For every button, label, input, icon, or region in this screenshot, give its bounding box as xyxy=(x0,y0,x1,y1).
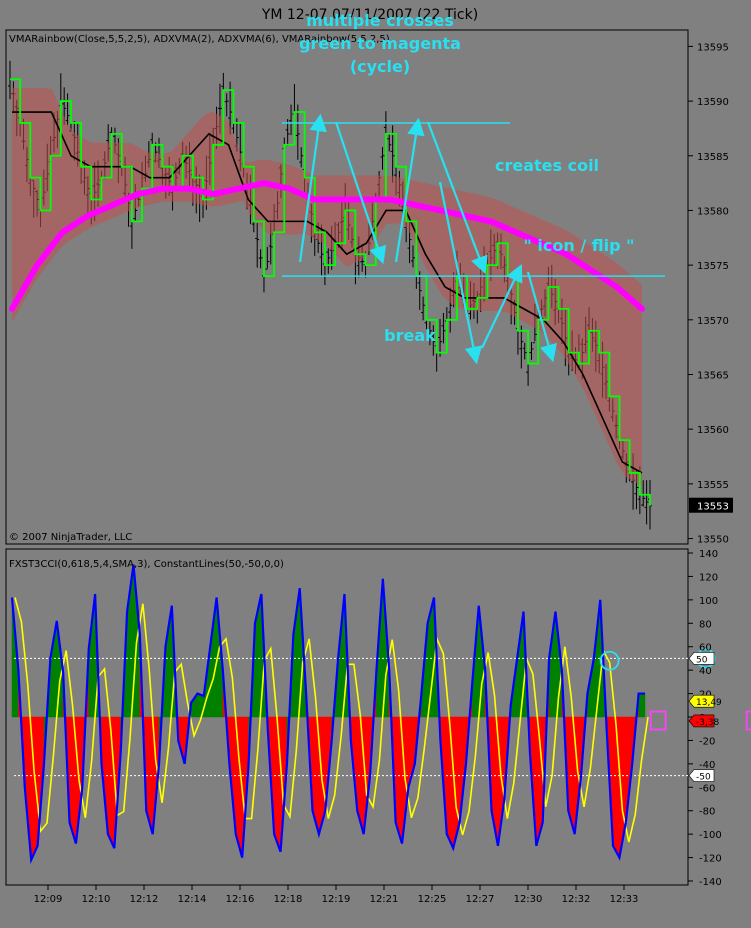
price-axis-label: 13570 xyxy=(697,316,729,327)
annotation-text: break xyxy=(384,326,436,345)
adxvma-green-line xyxy=(10,78,651,506)
osc-axis-label: 40 xyxy=(699,666,712,677)
annotation-arrow xyxy=(394,117,425,263)
price-axis-label: 13580 xyxy=(697,206,729,217)
price-axis-label: 13565 xyxy=(697,370,729,381)
osc-axis-label: 60 xyxy=(699,643,712,654)
osc-value-label: 50 xyxy=(696,655,708,665)
annotation-text: creates coil xyxy=(495,156,599,175)
osc-axis-label: -40 xyxy=(699,760,715,771)
annotation-text: green to magenta xyxy=(299,34,461,53)
price-axis-label: 13585 xyxy=(697,152,729,163)
time-axis-label: 12:10 xyxy=(82,894,111,905)
price-axis-label: 13590 xyxy=(697,97,729,108)
annotation-arrow xyxy=(298,113,327,263)
time-axis-label: 12:27 xyxy=(466,894,495,905)
time-axis-label: 12:14 xyxy=(178,894,207,905)
osc-axis-label: -100 xyxy=(699,830,722,841)
vma-magenta-line xyxy=(9,180,645,312)
price-axis-label: 13555 xyxy=(697,480,729,491)
price-axis-label: 13560 xyxy=(697,425,729,436)
osc-axis-label: -60 xyxy=(699,783,715,794)
time-axis-label: 12:19 xyxy=(322,894,351,905)
price-panel: 13595 13590 13585 13580 13575 13570 13565 13560… xyxy=(5,11,733,546)
chart-title: YM 12-07 07/11/2007 (22 Tick) xyxy=(261,7,478,23)
cci-flip-square xyxy=(649,710,667,731)
osc-value-badge xyxy=(688,714,715,728)
time-axis-label: 12:32 xyxy=(562,894,591,905)
annotation-arrow xyxy=(481,264,523,349)
time-axis-label: 12:09 xyxy=(34,894,63,905)
price-axis-label: 13575 xyxy=(697,261,729,272)
annotation-arrow xyxy=(334,121,387,265)
annotation-text: " icon / flip " xyxy=(524,236,635,255)
osc-axis-label: -120 xyxy=(699,854,722,865)
osc-axis-label: 140 xyxy=(699,549,718,560)
time-axis-label: 12:33 xyxy=(610,894,639,905)
copyright: © 2007 NinjaTrader, LLC xyxy=(9,532,132,543)
adxvma-black-line xyxy=(12,111,643,474)
osc-value-badge xyxy=(688,694,715,708)
osc-value-badge xyxy=(688,652,715,665)
cci-cross-circle xyxy=(599,650,620,671)
price-indicator-label: VMARainbow(Close,5,5,2,5), ADXVMA(2), AD… xyxy=(9,34,390,45)
last-price-badge xyxy=(689,497,733,513)
cci-fill-segment xyxy=(638,693,646,718)
osc-value-label: -50 xyxy=(696,773,711,783)
cci-fill-segment xyxy=(273,716,281,852)
annotation-text: multiple crosses xyxy=(306,11,454,30)
osc-axis-label: 120 xyxy=(699,572,718,583)
price-axis-label: 13595 xyxy=(697,42,729,53)
osc-axis-label: 100 xyxy=(699,596,718,607)
oscillator-value-labels: 50 13,49 -3,38 -50 xyxy=(688,652,722,783)
time-axis-label: 12:21 xyxy=(370,894,399,905)
osc-value-badge xyxy=(688,769,715,782)
cci-flip-square xyxy=(745,710,751,731)
time-axis-label: 12:16 xyxy=(226,894,255,905)
time-axis-label: 12:30 xyxy=(514,894,543,905)
annotation-arrow xyxy=(426,121,488,275)
annotations: multiple crosses green to magenta (cycle) c… xyxy=(299,11,634,345)
last-price-label: 13553 xyxy=(697,502,729,513)
osc-axis-label: -140 xyxy=(699,877,722,888)
osc-value-label: -3,38 xyxy=(696,718,720,728)
time-axis: 12:09 12:10 12:12 12:14 12:16 12:18 12:19 12:21… xyxy=(34,885,639,905)
time-axis-label: 12:25 xyxy=(418,894,447,905)
annotation-arrows xyxy=(298,113,557,365)
time-axis-label: 12:12 xyxy=(130,894,159,905)
annotation-arrow xyxy=(526,271,557,363)
osc-axis-label: -80 xyxy=(699,807,715,818)
price-axis-label: 13550 xyxy=(697,535,729,546)
osc-axis-label: 80 xyxy=(699,619,712,630)
osc-value-label: 13,49 xyxy=(696,698,722,708)
time-axis-label: 12:18 xyxy=(274,894,303,905)
oscillator-indicator-label: FXST3CCI(0,618,5,4,SMA,3), ConstantLines… xyxy=(9,559,284,570)
annotation-text: (cycle) xyxy=(350,57,410,76)
osc-axis-label: -20 xyxy=(699,736,715,747)
oscillator-panel: 140120100806040200-20-40-60-80-100-120-1… xyxy=(5,548,751,888)
cci-line xyxy=(10,564,645,865)
price-axis: 13595 13590 13585 13580 13575 13570 13565 13560… xyxy=(688,42,733,546)
cci-signal-line xyxy=(14,597,649,843)
annotation-arrow xyxy=(438,181,483,365)
